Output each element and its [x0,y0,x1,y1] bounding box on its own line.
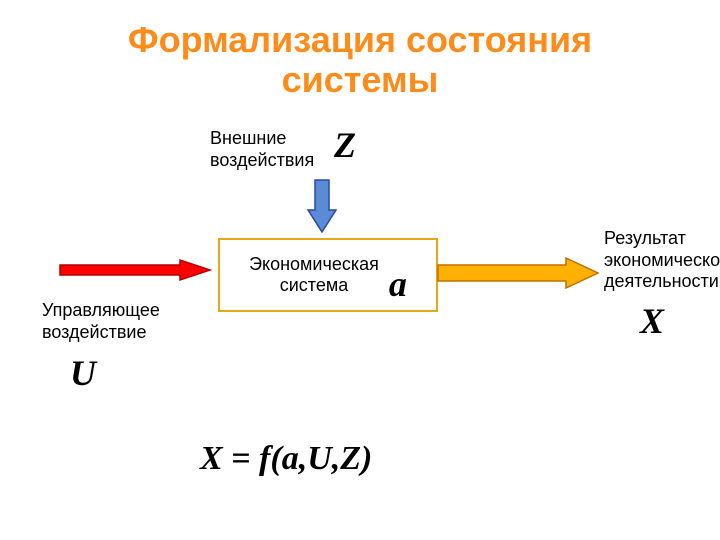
x-symbol: X [640,300,664,342]
slide-title: Формализация состояния системы [0,0,720,99]
system-box: Экономическая система a [218,238,438,312]
x-arrow-right-icon [438,258,598,288]
box-line2: система [249,275,379,296]
box-line1: Экономическая [249,254,379,275]
z-arrow-down-icon [308,180,336,232]
x-label: Результат экономической деятельности [604,228,720,293]
u-symbol: U [70,352,96,394]
formula: X = f(a,U,Z) [200,440,372,478]
z-symbol: Z [334,124,356,166]
u-arrow-right-icon [60,260,210,280]
title-line1: Формализация состояния [0,20,720,60]
a-symbol: a [389,268,407,300]
title-line2: системы [0,60,720,100]
z-label: Внешние воздействия [210,128,314,171]
u-label: Управляющее воздействие [42,300,160,343]
